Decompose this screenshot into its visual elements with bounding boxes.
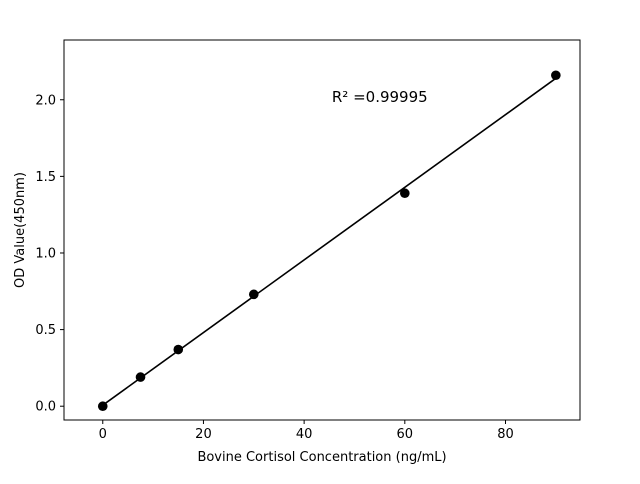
y-tick-label: 0.0 (35, 400, 56, 415)
x-axis-label: Bovine Cortisol Concentration (ng/mL) (197, 450, 446, 465)
data-point (135, 372, 146, 382)
y-tick-label: 2.0 (35, 93, 56, 108)
r-squared-annotation: R² =0.99995 (332, 88, 428, 106)
plot-border (63, 39, 581, 421)
data-point (173, 344, 184, 355)
y-tick-label: 1.5 (35, 170, 56, 185)
data-point (551, 70, 561, 81)
x-tick-label: 20 (195, 427, 212, 442)
x-tick-label: 40 (296, 427, 313, 442)
x-tick-label: 60 (397, 427, 414, 442)
y-axis-label: OD Value(450nm) (13, 172, 28, 288)
fit-line (102, 77, 557, 406)
y-tick-label: 1.0 (35, 246, 56, 261)
data-point (97, 401, 108, 412)
y-tick-label: 0.5 (35, 323, 56, 338)
data-point (400, 188, 410, 199)
x-tick-label: 80 (497, 427, 514, 442)
x-tick-label: 0 (99, 427, 107, 442)
data-point (248, 289, 259, 300)
